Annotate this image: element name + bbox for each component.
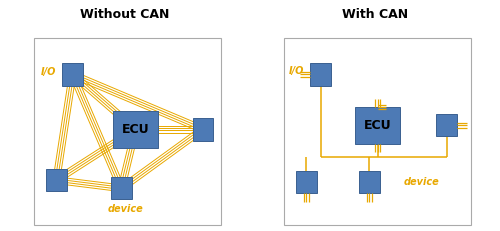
Bar (62, 63, 83, 86)
Bar (359, 171, 380, 193)
Text: With CAN: With CAN (342, 8, 408, 21)
Bar (111, 177, 132, 200)
Text: device: device (404, 177, 440, 187)
Text: device: device (108, 204, 144, 214)
Bar (355, 107, 400, 144)
Text: I/O: I/O (288, 67, 304, 76)
Bar (436, 114, 457, 137)
Text: Without CAN: Without CAN (80, 8, 170, 21)
Text: ECU: ECU (364, 119, 392, 132)
Bar (192, 118, 213, 140)
Bar (296, 171, 316, 193)
Text: I/O: I/O (40, 67, 56, 77)
Bar (310, 63, 330, 86)
Text: ECU: ECU (122, 123, 150, 136)
Bar (114, 111, 158, 148)
Bar (46, 169, 66, 191)
